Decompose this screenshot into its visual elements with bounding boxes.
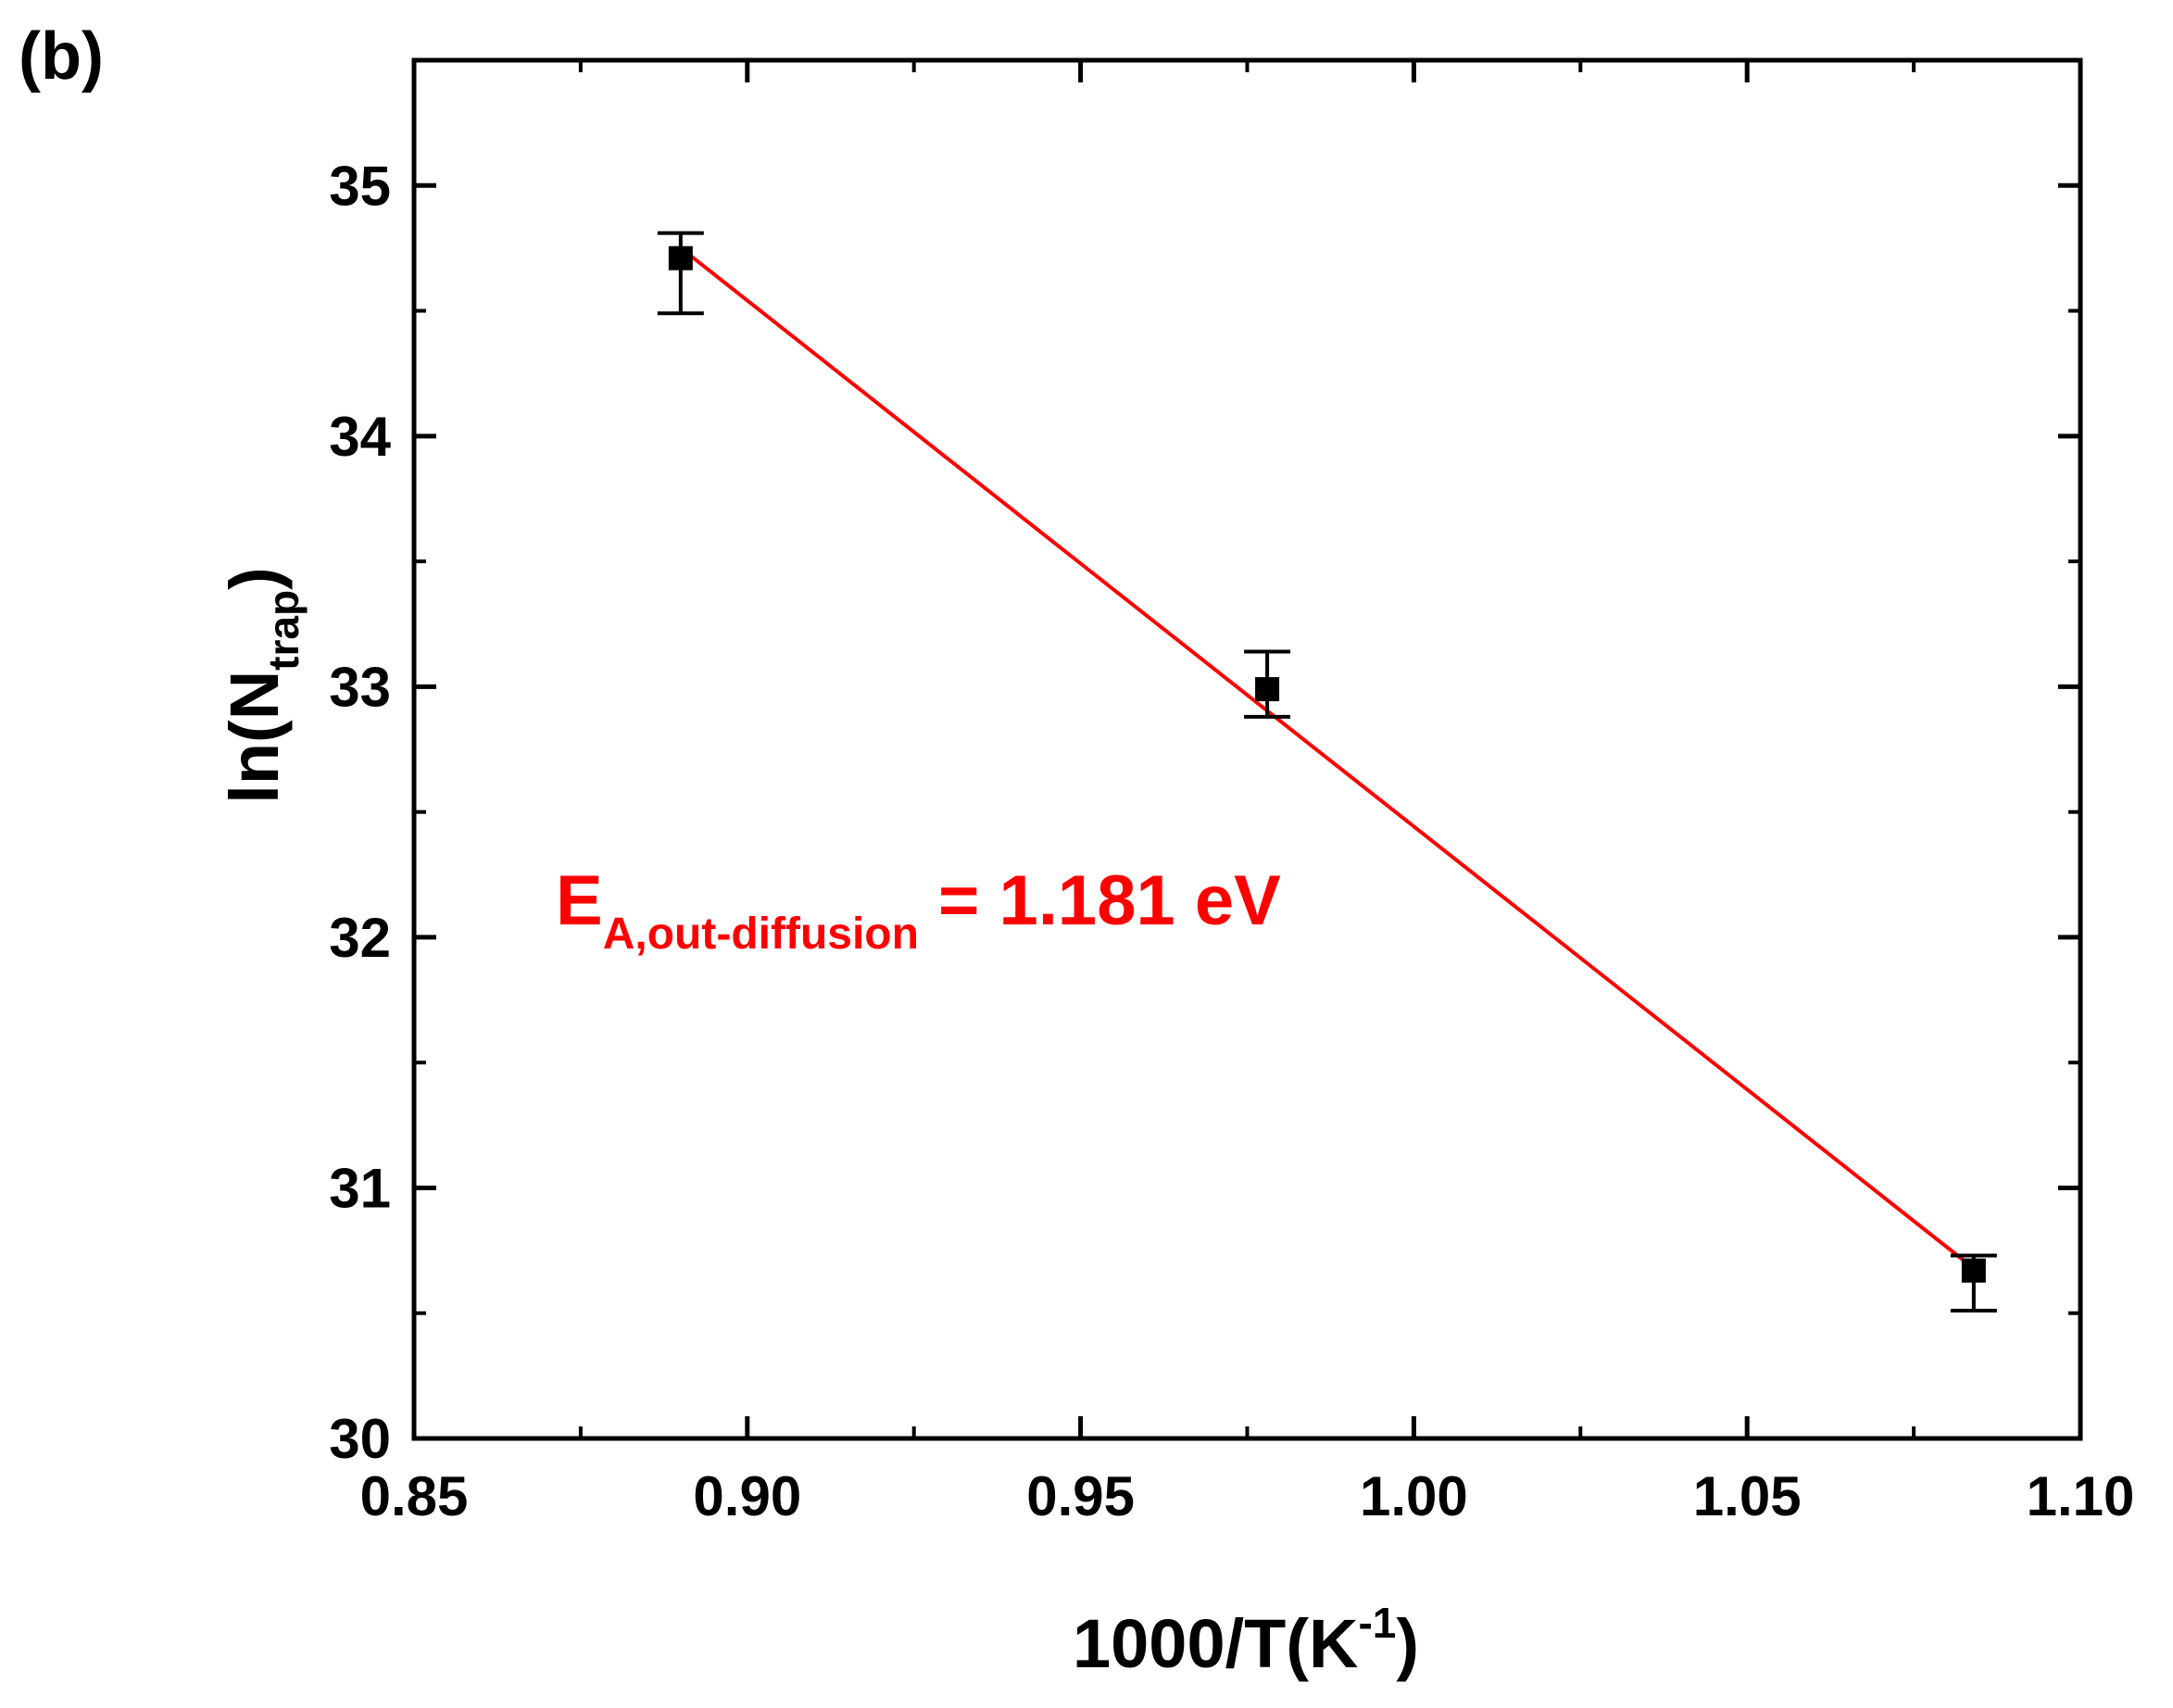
fit-line-group bbox=[685, 251, 1968, 1265]
y-tick-label: 31 bbox=[329, 1157, 391, 1219]
data-points bbox=[657, 231, 1997, 1313]
plot-frame bbox=[411, 57, 2083, 1441]
x-tick-label: 0.85 bbox=[360, 1465, 469, 1527]
panel-label: (b) bbox=[19, 19, 104, 94]
data-point bbox=[668, 245, 693, 270]
fit-line bbox=[685, 251, 1968, 1265]
y-tick-label: 32 bbox=[329, 907, 391, 969]
x-tick-label: 1.00 bbox=[1360, 1465, 1468, 1527]
y-tick-label: 34 bbox=[329, 406, 391, 468]
x-tick-label: 1.05 bbox=[1693, 1465, 1802, 1527]
y-axis-label: ln(Ntrap) bbox=[216, 567, 308, 803]
y-tick-label: 30 bbox=[329, 1408, 391, 1470]
data-point bbox=[1255, 677, 1280, 702]
data-point bbox=[1961, 1258, 1986, 1283]
x-axis-label: 1000/T(K-1) bbox=[1073, 1599, 1419, 1682]
x-tick-label: 0.90 bbox=[693, 1465, 801, 1527]
tick-labels: 0.85 0.90 0.95 1.00 1.05 1.10 30 31 32 33 34 35 bbox=[329, 155, 2134, 1527]
activation-energy-annotation: EA,out-diffusion = 1.181 eV bbox=[556, 861, 1281, 959]
y-tick-label: 33 bbox=[329, 656, 391, 718]
ticks bbox=[411, 58, 2083, 1441]
axes bbox=[411, 57, 2083, 1441]
y-tick-label: 35 bbox=[329, 155, 391, 217]
x-tick-label: 0.95 bbox=[1026, 1465, 1135, 1527]
x-tick-label: 1.10 bbox=[2027, 1465, 2135, 1527]
